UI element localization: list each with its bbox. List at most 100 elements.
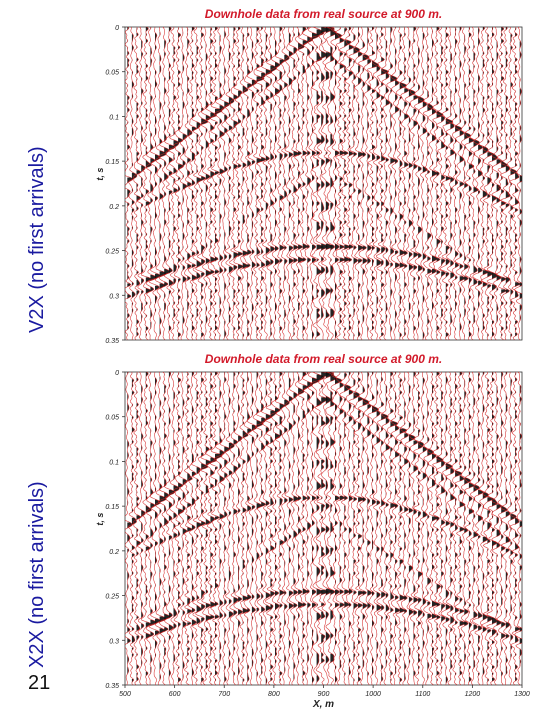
trace-line <box>395 372 408 685</box>
trace-line <box>252 372 264 685</box>
trace-line <box>315 372 330 685</box>
trace-fill <box>478 28 483 333</box>
trace-fill <box>302 372 308 683</box>
trace-fill <box>348 27 354 337</box>
trace-line <box>233 372 243 685</box>
trace-line <box>339 372 352 685</box>
trace-line <box>219 27 230 340</box>
trace-line <box>148 27 161 340</box>
trace-line <box>315 27 329 340</box>
trace-line <box>178 27 188 340</box>
y-axis-label: t, s <box>95 168 105 181</box>
trace-line <box>418 27 428 340</box>
y-tick-label: 0.2 <box>109 204 119 211</box>
trace-line <box>200 27 212 340</box>
trace-line <box>432 372 444 685</box>
trace-fill <box>492 27 498 338</box>
trace-line <box>354 27 364 340</box>
trace-line <box>204 27 218 340</box>
trace-line <box>136 372 146 685</box>
trace-line <box>422 27 434 340</box>
trace-line <box>376 372 389 685</box>
trace-line <box>254 27 267 340</box>
x-tick-label: 1000 <box>365 691 381 698</box>
trace-fill <box>251 41 257 322</box>
trace-line <box>225 372 235 685</box>
trace-fill <box>215 372 223 682</box>
trace-line <box>184 27 193 340</box>
trace-line <box>408 27 419 340</box>
trace-line <box>348 372 360 685</box>
trace-fill <box>404 28 409 337</box>
trace-line <box>412 372 425 685</box>
trace-line <box>330 27 343 340</box>
trace-fill <box>159 376 167 681</box>
trace-fill <box>353 379 360 683</box>
trace-line <box>140 27 152 340</box>
trace-line <box>183 372 193 685</box>
trace-line <box>281 27 290 340</box>
trace-fill <box>339 373 345 676</box>
trace-fill <box>288 378 294 670</box>
y-tick-label: 0.05 <box>105 70 119 77</box>
trace-line <box>404 27 416 340</box>
trace-line <box>243 372 252 685</box>
trace-line <box>284 27 294 340</box>
panel-title: Downhole data from real source at 900 m. <box>205 7 442 21</box>
y-tick-label: 0.35 <box>105 338 119 345</box>
trace-fill <box>321 372 330 664</box>
trace-line <box>309 27 325 340</box>
trace-fill <box>288 33 294 325</box>
trace-fill <box>510 379 517 659</box>
trace-fill <box>455 373 462 681</box>
trace-fill <box>468 27 474 338</box>
trace-line <box>509 372 521 685</box>
trace-line <box>335 372 345 685</box>
trace-fill <box>422 378 428 670</box>
trace-line <box>367 27 380 340</box>
trace-line <box>496 27 508 340</box>
trace-line <box>363 372 373 685</box>
trace-fill <box>362 41 370 324</box>
trace-line <box>289 372 300 685</box>
trace-line <box>514 27 522 340</box>
y-tick-label: 0.35 <box>105 683 119 690</box>
trace-fill <box>279 372 285 683</box>
trace-line <box>309 372 325 685</box>
trace-fill <box>468 372 474 683</box>
trace-line <box>400 372 409 685</box>
trace-fill <box>362 386 370 669</box>
trace-line <box>320 27 335 340</box>
trace-line <box>464 372 475 685</box>
trace-line <box>338 27 352 340</box>
trace-line <box>209 27 223 340</box>
trace-fill <box>191 27 197 337</box>
trace-line <box>145 372 158 685</box>
trace-line <box>367 372 379 685</box>
y-tick-label: 0.1 <box>109 114 119 121</box>
wiggle-traces <box>125 372 522 685</box>
trace-fill <box>173 28 179 337</box>
trace-fill <box>358 372 364 683</box>
trace-fill <box>441 373 446 682</box>
trace-line <box>187 27 198 340</box>
trace-line <box>439 27 454 340</box>
trace-line <box>195 372 209 685</box>
seismic-panel-top: Downhole data from real source at 900 m.… <box>95 7 523 345</box>
trace-line <box>376 27 390 340</box>
trace-line <box>400 27 410 340</box>
trace-fill <box>381 372 389 682</box>
trace-line <box>509 27 521 340</box>
panel-title: Downhole data from real source at 900 m. <box>205 352 442 366</box>
trace-fill <box>215 27 223 337</box>
trace-line <box>386 372 399 685</box>
trace-fill <box>445 372 452 684</box>
trace-line <box>204 372 218 685</box>
trace-line <box>158 27 171 340</box>
x-tick-label: 700 <box>218 691 230 698</box>
trace-fill <box>436 372 444 682</box>
trace-line <box>288 27 300 340</box>
x-tick-label: 600 <box>169 691 181 698</box>
y-tick-label: 0.15 <box>105 159 119 166</box>
y-tick-label: 0 <box>115 25 119 32</box>
